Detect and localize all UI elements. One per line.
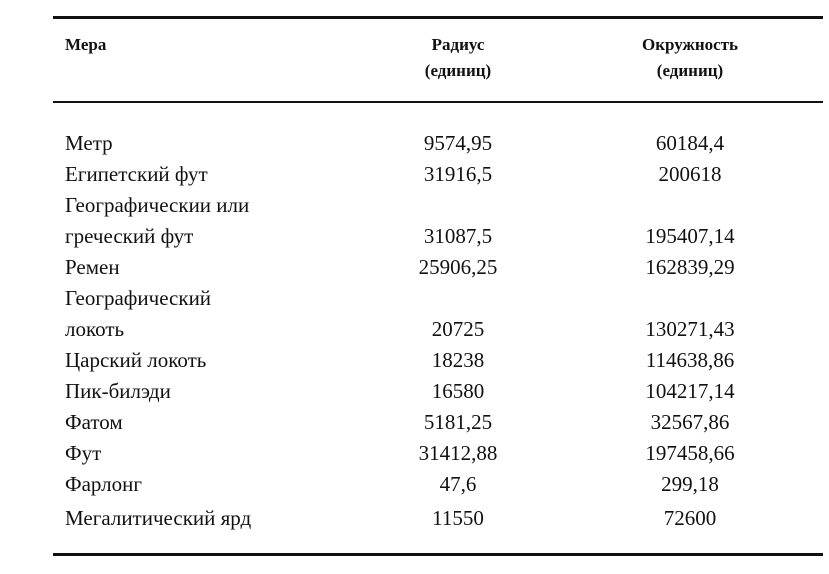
circumference-cell: 32567,86 xyxy=(650,410,730,434)
radius-cell: 9574,95 xyxy=(423,131,493,155)
row-label: локоть xyxy=(65,317,125,341)
row-label: Метр xyxy=(65,131,113,155)
row-label: Ремен xyxy=(65,255,120,279)
circumference-cell: 60184,4 xyxy=(655,131,725,155)
circumference-cell: 195407,14 xyxy=(645,224,735,248)
circumference-cell: 130271,43 xyxy=(645,317,735,341)
circumference-cell: 104217,14 xyxy=(645,379,735,403)
circumference-cell: 200618 xyxy=(658,162,722,186)
row-label: Фатом xyxy=(65,410,123,434)
radius-cell: 11550 xyxy=(432,506,484,530)
radius-cell: 47,6 xyxy=(439,472,477,496)
circumference-cell: 114638,86 xyxy=(645,348,735,372)
radius-cell: 31412,88 xyxy=(418,441,498,465)
bottom-rule xyxy=(53,553,823,556)
row-label: Царский локоть xyxy=(65,348,207,372)
row-label: Пик-билэди xyxy=(65,379,171,403)
row-label: Египетский фут xyxy=(65,162,208,186)
row-label: Фут xyxy=(65,441,102,465)
header-circumference: Окружность xyxy=(641,35,739,54)
radius-cell: 18238 xyxy=(431,348,485,372)
header-rule xyxy=(53,101,823,103)
radius-cell: 5181,25 xyxy=(423,410,493,434)
radius-cell: 16580 xyxy=(431,379,485,403)
header-radius: Радиус xyxy=(431,35,485,54)
circumference-cell: 72600 xyxy=(663,506,717,530)
row-label: Географическии или xyxy=(65,193,250,217)
row-label: Мегалитический ярд xyxy=(65,506,252,530)
radius-cell: 20725 xyxy=(431,317,485,341)
header-measure: Мера xyxy=(65,35,107,54)
row-label: Фарлонг xyxy=(65,472,142,496)
circumference-cell: 299,18 xyxy=(661,472,719,496)
radius-cell: 31087,5 xyxy=(423,224,493,248)
header-radius-unit: (единиц) xyxy=(424,61,492,80)
radius-cell: 31916,5 xyxy=(423,162,493,186)
circumference-cell: 162839,29 xyxy=(645,255,735,279)
circumference-cell: 197458,66 xyxy=(645,441,735,465)
header-circumference-unit: (единиц) xyxy=(656,61,724,80)
row-label: греческий фут xyxy=(65,224,194,248)
row-label: Географический xyxy=(65,286,212,310)
radius-cell: 25906,25 xyxy=(418,255,498,279)
top-rule xyxy=(53,16,823,19)
